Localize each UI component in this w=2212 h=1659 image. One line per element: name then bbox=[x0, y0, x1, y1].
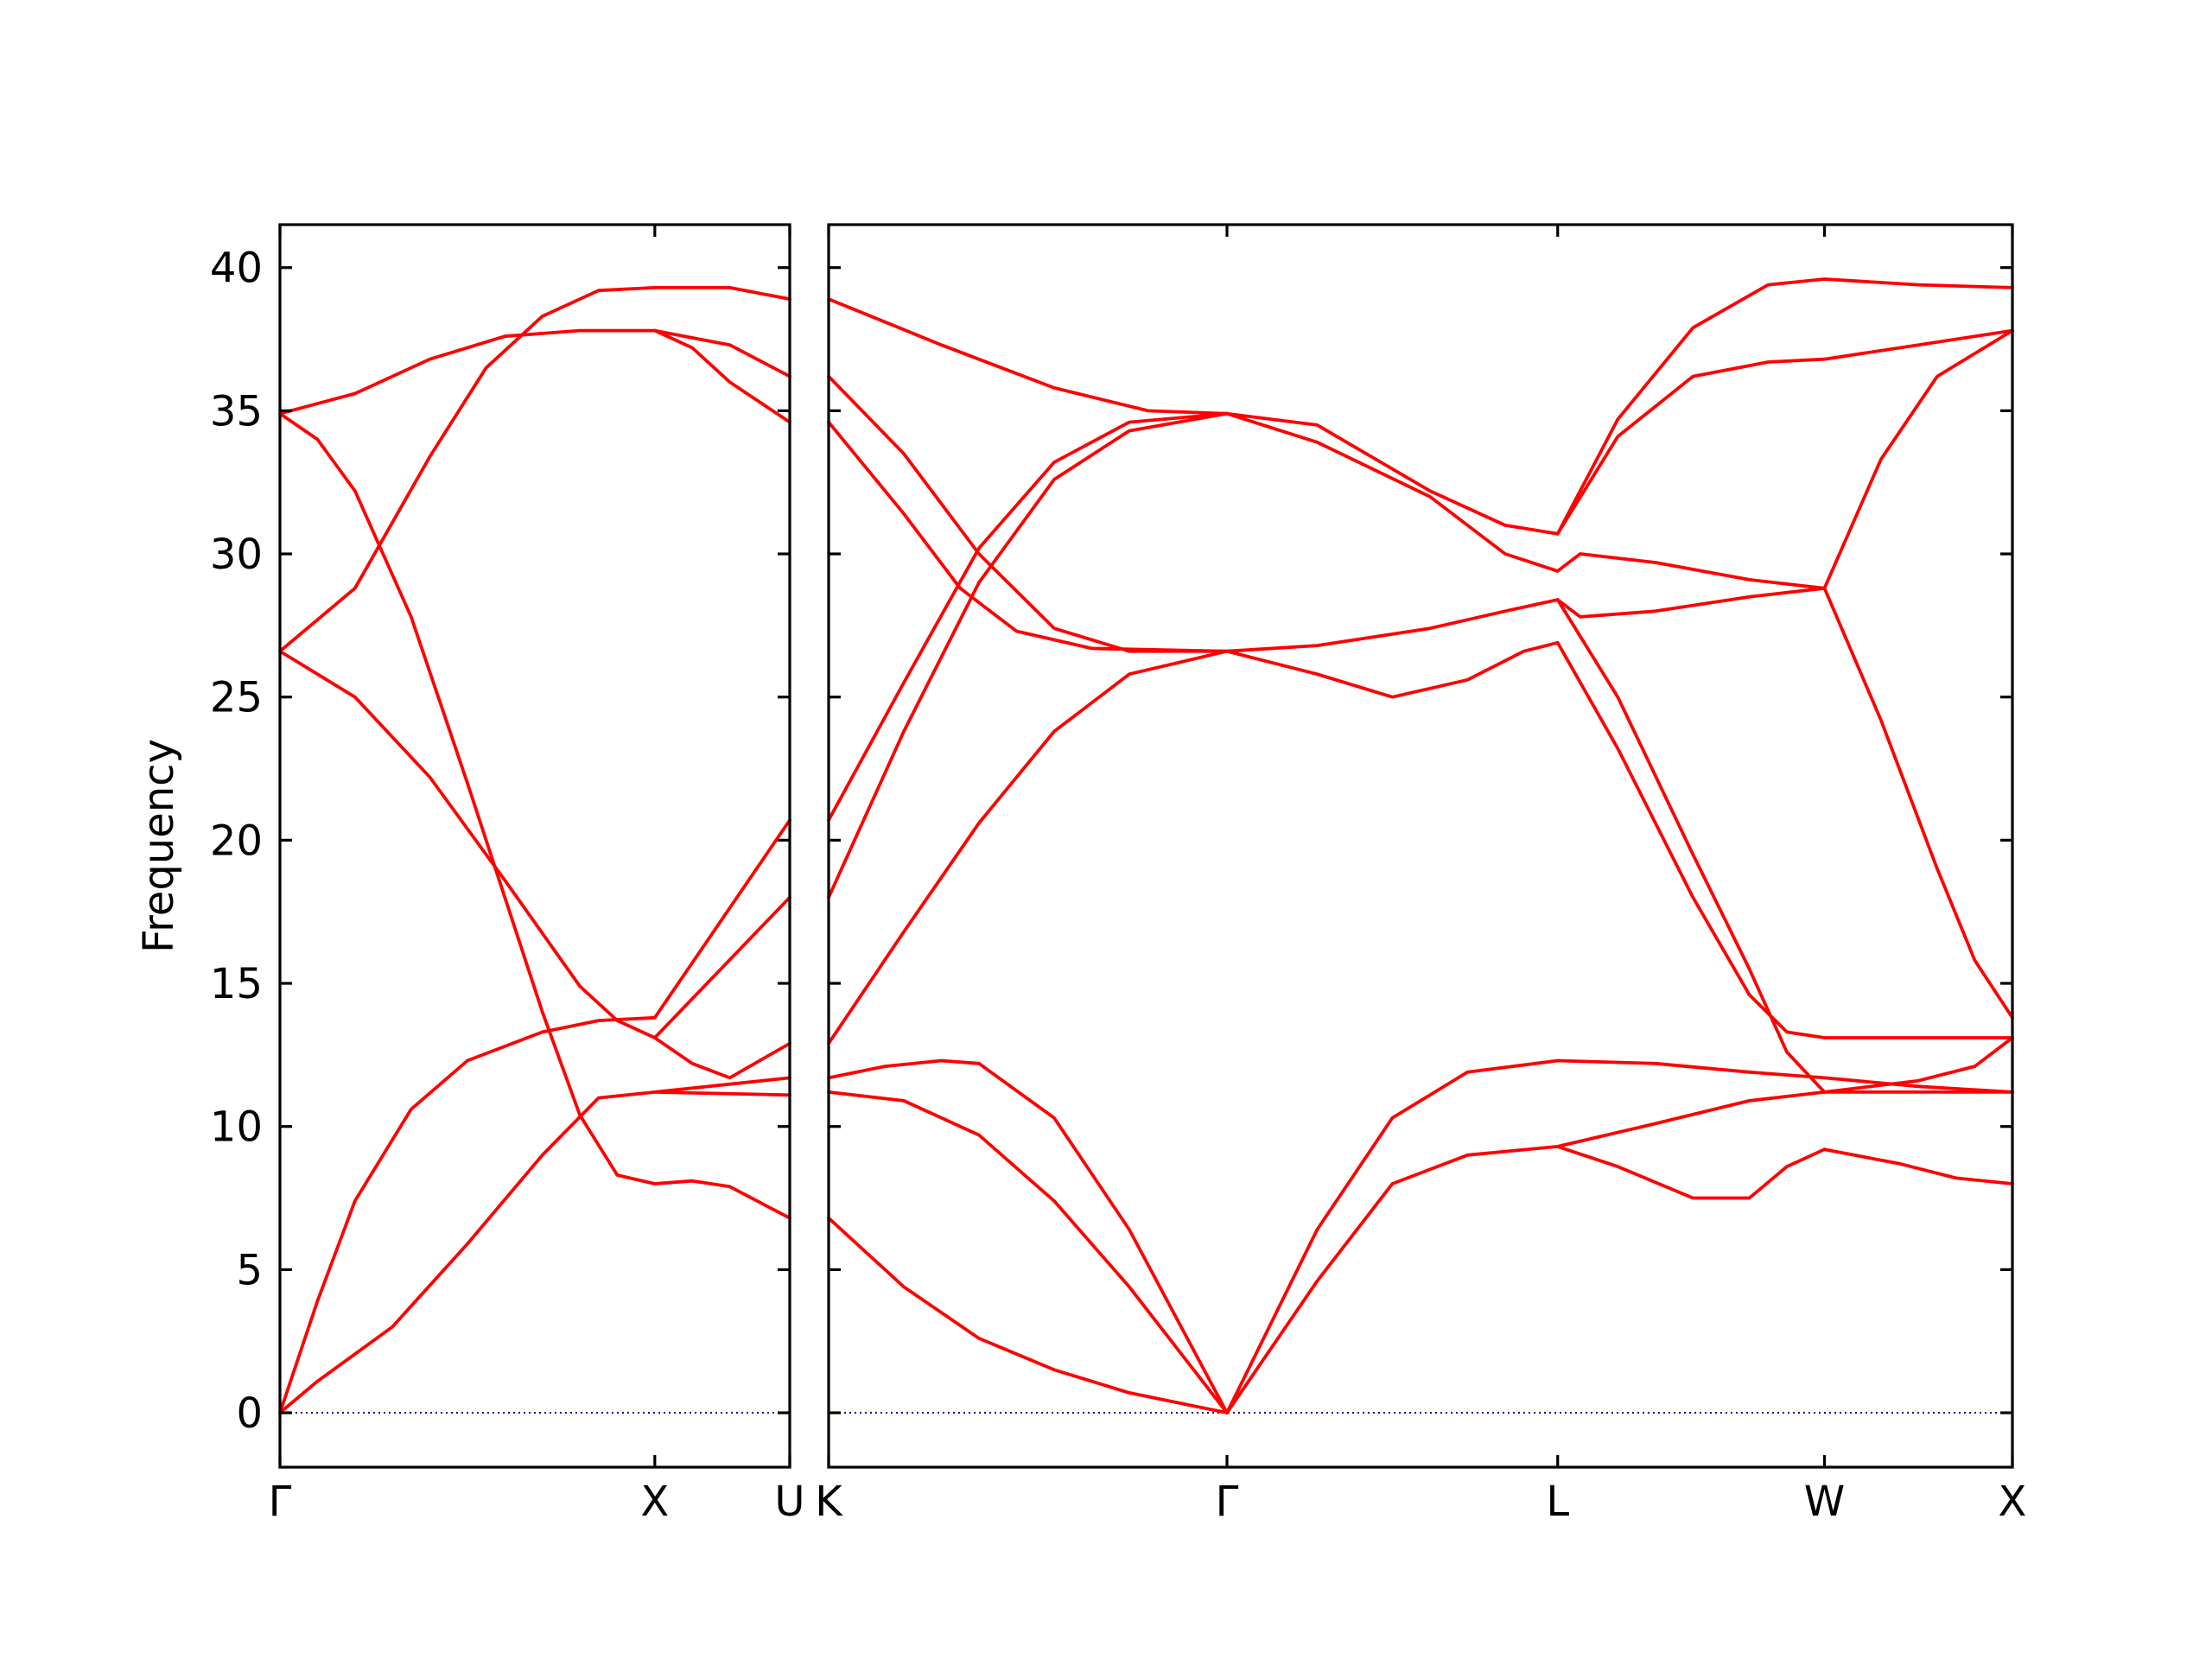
band-line-1 bbox=[827, 297, 1229, 416]
x-tick-label: U bbox=[774, 1478, 804, 1526]
band-line-1 bbox=[278, 1076, 791, 1414]
band-line-5 bbox=[827, 411, 1229, 899]
band-line-30 bbox=[1822, 1076, 2014, 1094]
band-line-4 bbox=[278, 649, 791, 1039]
y-axis-label: Frequency bbox=[135, 739, 183, 953]
plot-frame bbox=[827, 223, 2014, 1469]
y-tick-label: 0 bbox=[236, 1389, 263, 1438]
band-line-2 bbox=[827, 374, 1229, 653]
band-line-6 bbox=[278, 328, 791, 416]
band-line-18 bbox=[1555, 586, 1827, 619]
band-line-3 bbox=[827, 420, 1229, 653]
x-tick-label: Γ bbox=[269, 1478, 292, 1526]
band-line-5 bbox=[278, 286, 791, 653]
panel-1: 0 5 10 15 20 25 30 35 40 Γ X U bbox=[210, 223, 805, 1526]
band-line-9 bbox=[827, 1216, 1229, 1414]
plot-frame bbox=[278, 223, 791, 1469]
x-tick-label: W bbox=[1804, 1478, 1845, 1526]
y-tick-label: 40 bbox=[210, 245, 263, 293]
band-line-11 bbox=[1225, 1058, 1560, 1414]
band-line-20 bbox=[1555, 357, 1827, 536]
band-line-25 bbox=[1822, 277, 2014, 289]
y-tick-label: 10 bbox=[210, 1103, 263, 1152]
y-tick-label: 30 bbox=[210, 531, 263, 579]
band-line-31 bbox=[1822, 1036, 2014, 1094]
band-line-27 bbox=[1822, 328, 2014, 590]
band-line-3 bbox=[278, 411, 791, 1220]
band-line-13 bbox=[1225, 640, 1560, 699]
band-line-6 bbox=[827, 649, 1229, 1046]
band-line-2 bbox=[278, 818, 791, 1414]
band-line-10 bbox=[1225, 1145, 1560, 1414]
band-line-28 bbox=[1822, 586, 2014, 1020]
y-tick-label: 25 bbox=[210, 674, 263, 722]
band-line-9 bbox=[652, 1090, 791, 1097]
band-line-7 bbox=[652, 328, 791, 424]
band-line-15 bbox=[1225, 411, 1560, 573]
x-tick-label: K bbox=[815, 1478, 843, 1526]
y-tick-label: 20 bbox=[210, 817, 263, 865]
y-tick-label: 15 bbox=[210, 960, 263, 1008]
band-line-21 bbox=[1555, 277, 1827, 536]
band-line-17 bbox=[1555, 640, 1827, 1039]
band-line-19 bbox=[1555, 552, 1827, 590]
band-line-7 bbox=[827, 1058, 1229, 1414]
x-tick-label: Γ bbox=[1216, 1478, 1239, 1526]
band-line-8 bbox=[652, 1036, 791, 1080]
band-line-24 bbox=[1555, 1145, 1827, 1200]
band-line-23 bbox=[1555, 1090, 1827, 1148]
x-tick-label: X bbox=[640, 1478, 669, 1526]
band-line-12 bbox=[1225, 598, 1560, 653]
x-tick-label: X bbox=[1999, 1478, 2027, 1526]
y-tick-label: 5 bbox=[236, 1246, 263, 1294]
band-line-4 bbox=[827, 411, 1229, 823]
band-line-14 bbox=[1225, 411, 1560, 536]
band-line-26 bbox=[1822, 328, 2014, 361]
band-line-33 bbox=[1822, 1147, 2014, 1185]
band-line-16 bbox=[1555, 598, 1827, 1094]
band-line-22 bbox=[1555, 1058, 1827, 1080]
band-line-8 bbox=[827, 1090, 1229, 1414]
x-tick-label: L bbox=[1546, 1478, 1569, 1526]
y-tick-label: 35 bbox=[210, 387, 263, 435]
